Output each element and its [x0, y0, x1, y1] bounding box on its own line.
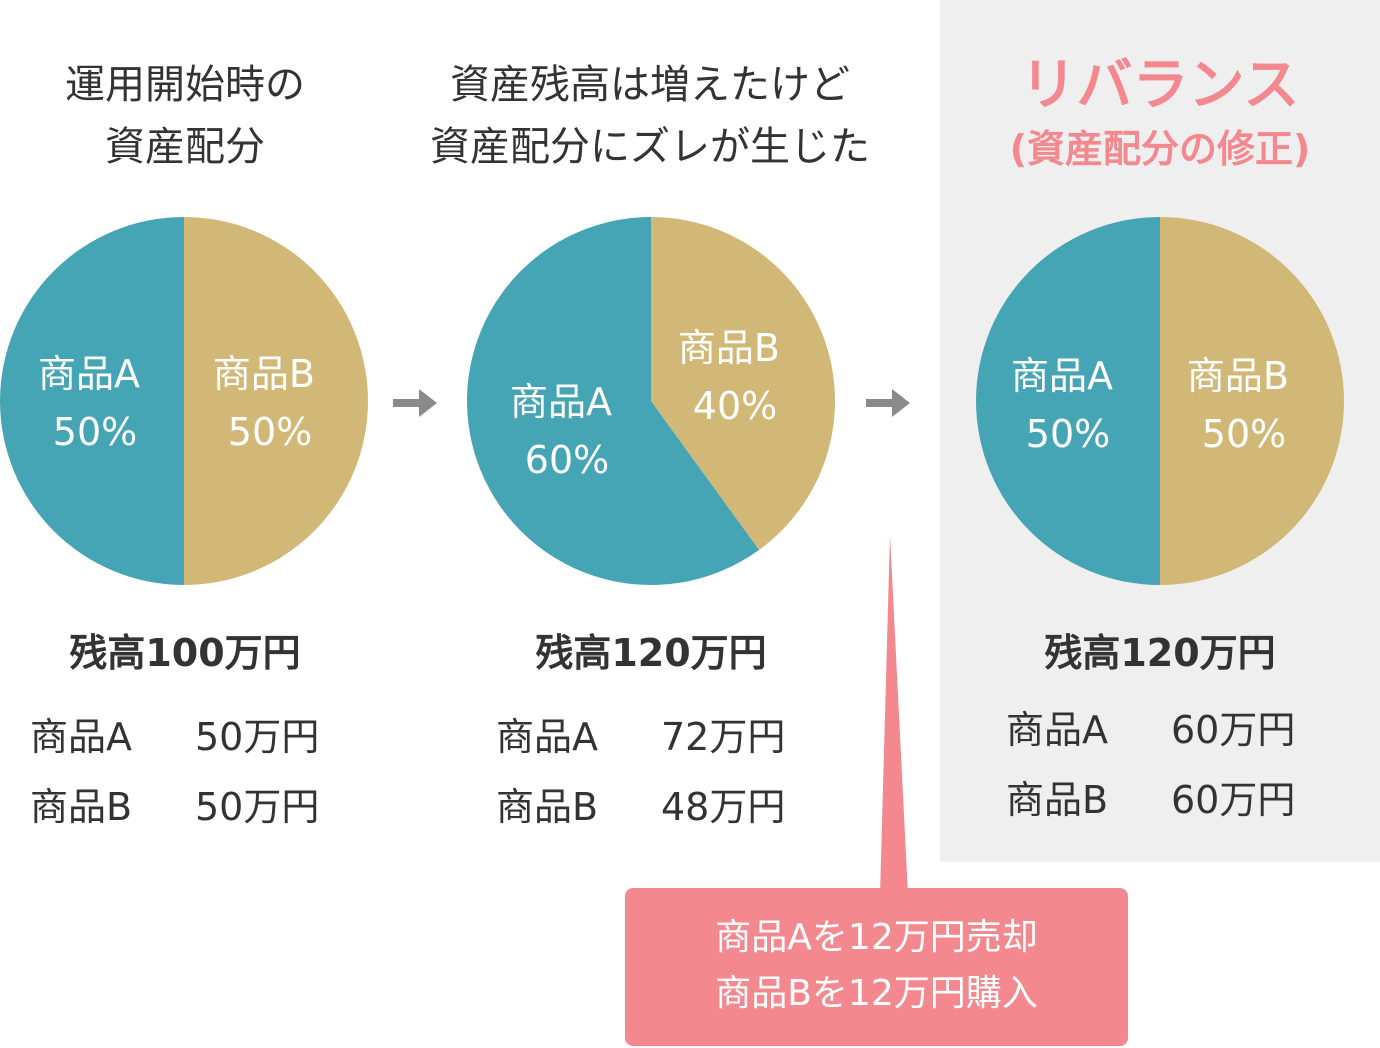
pie-slice-product-b	[651, 217, 836, 550]
pie-slice-product-a	[0, 217, 184, 585]
pie-label-product-a: 商品A 60%	[510, 380, 624, 482]
callout-pointer	[880, 535, 908, 895]
pie-slice-product-b	[184, 217, 368, 585]
pie-slice-product-b	[1160, 217, 1344, 585]
stage-1-breakdown: 商品A 50万円 商品B 50万円	[30, 702, 319, 842]
stage-1-pie-chart: 商品A 50% 商品B 50%	[0, 217, 368, 585]
pie-slice-product-a	[976, 217, 1160, 585]
right-arrow-icon	[393, 389, 437, 417]
pie-label-product-b: 商品B 50%	[213, 352, 327, 454]
breakdown-row: 商品A 72万円	[496, 715, 786, 759]
breakdown-row: 商品A 50万円	[30, 715, 320, 759]
stage-3-pie-chart: 商品A 50% 商品B 50%	[976, 217, 1344, 585]
pie-label-product-a: 商品A 50%	[1011, 354, 1125, 456]
stage-3-breakdown: 商品A 60万円 商品B 60万円	[1006, 695, 1295, 835]
stage-3-total: 残高120万円	[1044, 631, 1276, 675]
stage-1-total: 残高100万円	[69, 631, 301, 675]
breakdown-row: 商品B 50万円	[30, 785, 320, 829]
pie-label-product-a: 商品A 50%	[38, 352, 152, 454]
pie-label-product-b: 商品B 40%	[678, 326, 792, 428]
stage-2-pie-chart: 商品A 60% 商品B 40%	[467, 217, 836, 585]
stage-2-total: 残高120万円	[535, 631, 767, 675]
breakdown-row: 商品B 48万円	[496, 785, 786, 829]
stage-3-title: リバランス (資産配分の修正)	[1009, 53, 1311, 171]
rebalance-callout: 商品Aを12万円売却 商品Bを12万円購入	[625, 888, 1128, 1046]
stage-2-breakdown: 商品A 72万円 商品B 48万円	[496, 702, 785, 842]
breakdown-row: 商品B 60万円	[1006, 778, 1296, 822]
pie-slice-product-a	[467, 217, 760, 585]
stage-1-title: 運用開始時の 資産配分	[65, 62, 305, 170]
breakdown-row: 商品A 60万円	[1006, 708, 1296, 752]
right-arrow-icon	[866, 389, 910, 417]
stage-2-title: 資産残高は増えたけど 資産配分にズレが生じた	[430, 62, 870, 170]
pie-label-product-b: 商品B 50%	[1187, 354, 1301, 456]
